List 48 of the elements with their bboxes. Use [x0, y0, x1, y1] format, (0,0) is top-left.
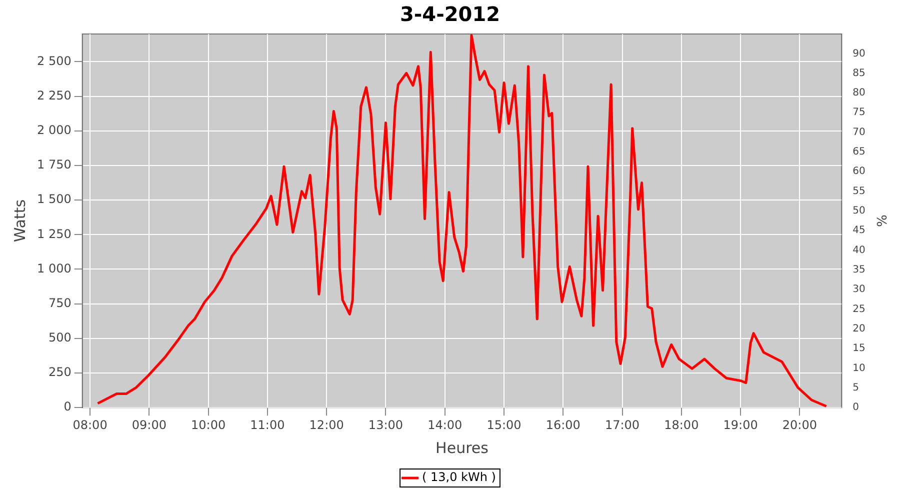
legend-label: ( 13,0 kWh ) [422, 470, 496, 484]
x-tick-label: 17:00 [604, 418, 640, 432]
x-tick-label: 15:00 [486, 418, 522, 432]
x-tick-label: 09:00 [132, 418, 166, 432]
y2-tick-label: 40 [852, 244, 866, 256]
y2-tick-label: 15 [852, 343, 866, 354]
y2-tick-label: 30 [852, 284, 866, 296]
y2-tick-label: 55 [852, 186, 866, 197]
y-tick-label: 1 750 [36, 158, 72, 172]
chart-title: 3-4-2012 [400, 2, 500, 26]
y2-tick-label: 90 [852, 48, 866, 60]
y-axis-title: Watts [10, 199, 29, 242]
y2-tick-label: 60 [852, 166, 866, 178]
y-tick-label: 750 [48, 296, 72, 310]
x-tick-label: 19:00 [723, 418, 758, 432]
y2-tick-label: 85 [852, 68, 866, 79]
y2-tick-label: 5 [852, 382, 860, 394]
y-tick-label: 1 500 [36, 192, 72, 206]
x-tick-label: 08:00 [72, 418, 108, 432]
y2-tick-label: 20 [852, 324, 866, 335]
y-tick-label: 500 [48, 330, 72, 345]
y2-tick-label: 45 [852, 225, 866, 236]
x-tick-label: 18:00 [664, 418, 699, 432]
y-tick-label: 1 000 [36, 261, 72, 276]
y-tick-label: 0 [64, 400, 72, 414]
y2-tick-label: 0 [852, 402, 860, 414]
y2-tick-label: 80 [852, 88, 866, 99]
y2-tick-label: 70 [852, 126, 866, 138]
y2-tick-label: 65 [852, 146, 866, 158]
y2-tick-label: 10 [852, 362, 866, 374]
y2-tick-label: 35 [852, 264, 866, 276]
y2-axis-title: % [872, 214, 888, 227]
y-tick-label: 2 250 [36, 88, 72, 102]
x-axis-title: Heures [436, 438, 489, 457]
x-tick-label: 16:00 [546, 418, 580, 432]
y-tick-label: 1 250 [36, 226, 72, 241]
y2-tick-label: 75 [852, 107, 866, 118]
x-tick-label: 20:00 [782, 418, 817, 432]
x-tick-label: 11:00 [250, 418, 285, 432]
x-tick-label: 12:00 [309, 418, 344, 432]
x-tick-label: 10:00 [191, 418, 226, 432]
y2-tick-label: 25 [852, 304, 866, 315]
y-tick-label: 250 [48, 365, 72, 380]
y-tick-label: 2 000 [36, 122, 72, 137]
x-tick-label: 14:00 [428, 418, 462, 432]
x-tick-label: 13:00 [368, 418, 404, 432]
y2-tick-label: 50 [852, 206, 866, 217]
y-tick-label: 2 500 [36, 54, 72, 68]
